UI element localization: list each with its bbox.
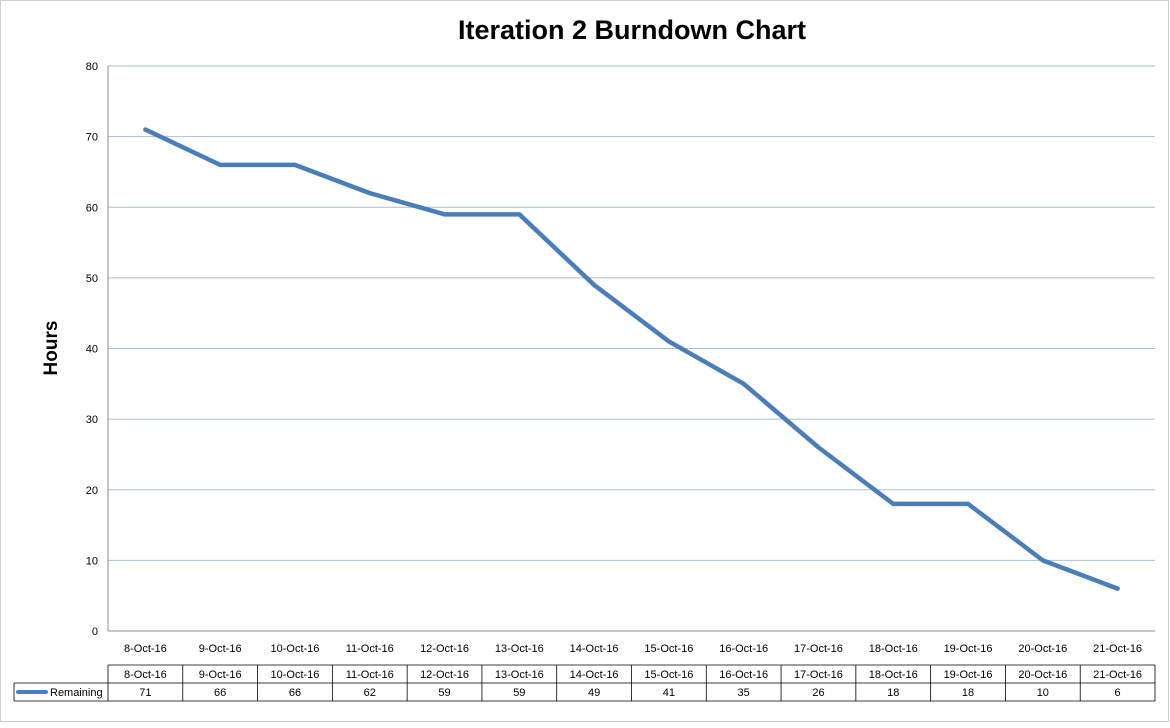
y-tick-label: 70 bbox=[86, 132, 98, 144]
data-point bbox=[816, 445, 821, 450]
table-header-cell: 14-Oct-16 bbox=[570, 669, 619, 681]
x-tick-label: 12-Oct-16 bbox=[420, 643, 469, 655]
x-tick-label: 9-Oct-16 bbox=[199, 643, 242, 655]
y-tick-label: 0 bbox=[92, 626, 98, 638]
chart-title: Iteration 2 Burndown Chart bbox=[458, 15, 806, 45]
table-value-cell: 35 bbox=[738, 687, 750, 699]
x-tick-label: 10-Oct-16 bbox=[271, 643, 320, 655]
table-header-cell: 21-Oct-16 bbox=[1093, 669, 1142, 681]
data-point bbox=[1115, 586, 1120, 591]
data-point bbox=[666, 339, 671, 344]
x-tick-label: 20-Oct-16 bbox=[1018, 643, 1067, 655]
table-value-cell: 6 bbox=[1115, 687, 1121, 699]
table-header-cell: 12-Oct-16 bbox=[420, 669, 469, 681]
table-header-cell: 15-Oct-16 bbox=[644, 669, 693, 681]
table-header-cell: 17-Oct-16 bbox=[794, 669, 843, 681]
table-value-cell: 18 bbox=[962, 687, 974, 699]
data-point bbox=[1040, 558, 1045, 563]
x-tick-labels: 8-Oct-16 9-Oct-16 10-Oct-16 11-Oct-16 12-Oct… bbox=[124, 643, 1142, 655]
table-header-cell: 11-Oct-16 bbox=[346, 669, 394, 681]
table-value-cell: 10 bbox=[1037, 687, 1049, 699]
x-tick-label: 16-Oct-16 bbox=[719, 643, 768, 655]
table-value-cell: 41 bbox=[663, 687, 675, 699]
y-tick-labels: 0 10 20 30 40 50 60 70 80 bbox=[86, 61, 98, 638]
y-tick-label: 30 bbox=[86, 414, 98, 426]
data-point bbox=[367, 191, 372, 196]
data-point bbox=[891, 501, 896, 506]
y-tick-label: 80 bbox=[86, 61, 98, 73]
data-table: 8-Oct-16 9-Oct-16 10-Oct-16 11-Oct-16 12-Oct… bbox=[13, 664, 1156, 702]
data-point bbox=[143, 127, 148, 132]
y-tick-label: 40 bbox=[86, 344, 98, 356]
y-tick-label: 50 bbox=[86, 273, 98, 285]
table-header-cell: 18-Oct-16 bbox=[869, 669, 918, 681]
y-tick-label: 60 bbox=[86, 202, 98, 214]
table-header-cell: 13-Oct-16 bbox=[495, 669, 544, 681]
table-header-cell: 20-Oct-16 bbox=[1018, 669, 1067, 681]
x-tick-label: 11-Oct-16 bbox=[346, 643, 394, 655]
x-tick-label: 15-Oct-16 bbox=[644, 643, 693, 655]
gridlines bbox=[107, 65, 1155, 632]
table-header-cell: 9-Oct-16 bbox=[199, 669, 242, 681]
data-point bbox=[218, 162, 223, 167]
series-lines bbox=[143, 127, 1120, 591]
data-point bbox=[442, 212, 447, 217]
table-header-cell: 8-Oct-16 bbox=[124, 669, 167, 681]
y-tick-label: 10 bbox=[86, 555, 98, 567]
data-point bbox=[292, 162, 297, 167]
table-value-cell: 59 bbox=[438, 687, 450, 699]
data-point bbox=[741, 381, 746, 386]
table-value-cell: 62 bbox=[364, 687, 376, 699]
data-point bbox=[592, 282, 597, 287]
x-tick-label: 17-Oct-16 bbox=[794, 643, 843, 655]
table-value-cell: 18 bbox=[887, 687, 899, 699]
x-tick-label: 8-Oct-16 bbox=[124, 643, 167, 655]
table-value-cell: 66 bbox=[289, 687, 301, 699]
x-tick-label: 13-Oct-16 bbox=[495, 643, 544, 655]
table-header-cell: 19-Oct-16 bbox=[944, 669, 993, 681]
data-point bbox=[517, 212, 522, 217]
table-header-cell: 10-Oct-16 bbox=[271, 669, 320, 681]
y-axis-label: Hours bbox=[41, 321, 62, 376]
table-header-cell: 16-Oct-16 bbox=[719, 669, 768, 681]
table-value-cell: 49 bbox=[588, 687, 600, 699]
data-point bbox=[966, 501, 971, 506]
x-tick-label: 18-Oct-16 bbox=[869, 643, 918, 655]
series-line bbox=[143, 127, 1120, 591]
table-value-cell: 66 bbox=[214, 687, 226, 699]
y-tick-label: 20 bbox=[86, 485, 98, 497]
series-name-cell: Remaining bbox=[50, 687, 103, 699]
x-tick-label: 19-Oct-16 bbox=[944, 643, 993, 655]
x-tick-label: 21-Oct-16 bbox=[1093, 643, 1142, 655]
table-value-cell: 59 bbox=[513, 687, 525, 699]
table-value-cell: 71 bbox=[139, 687, 151, 699]
table-value-cell: 26 bbox=[812, 687, 824, 699]
x-tick-label: 14-Oct-16 bbox=[570, 643, 619, 655]
